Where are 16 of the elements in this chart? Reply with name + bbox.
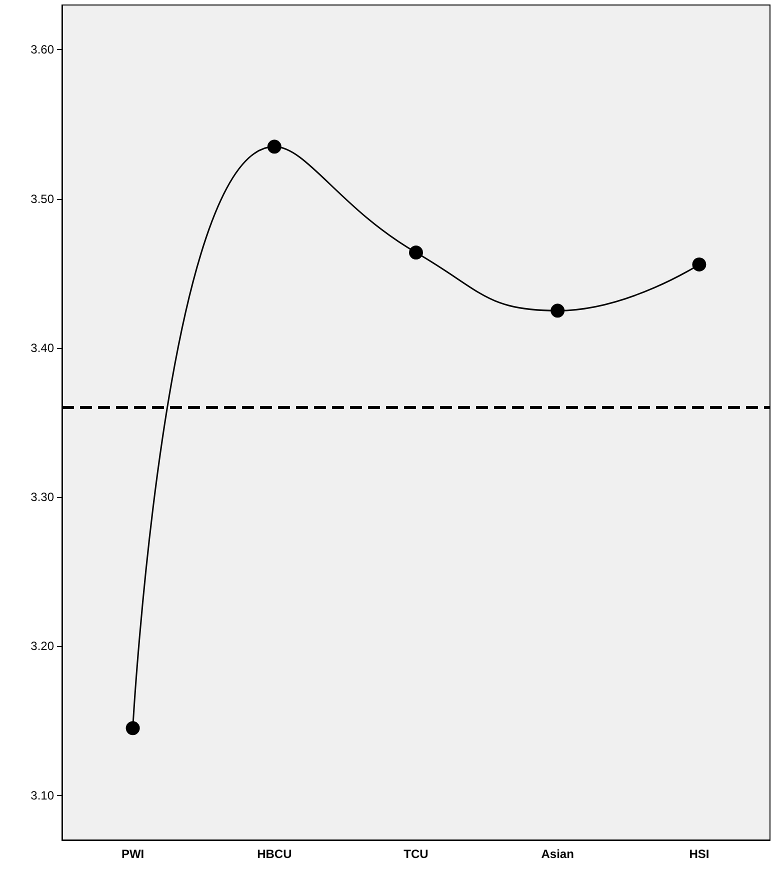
point (267, 140, 282, 154)
x-tick-label: TCU (404, 847, 428, 861)
point (409, 246, 423, 260)
y-tick-label: 3.50 (30, 192, 54, 206)
point (126, 721, 140, 736)
y-tick-label: 3.30 (30, 490, 54, 504)
y-tick-label: 3.40 (30, 340, 54, 355)
x-tick-label: HSI (689, 847, 710, 861)
point (550, 304, 565, 318)
x-tick-label: HBCU (257, 847, 292, 861)
x-tick-label: Asian (541, 847, 574, 861)
y-tick-label: 3.10 (30, 788, 54, 802)
y-tick-label: 3.60 (30, 42, 54, 57)
y-tick-label: 3.20 (30, 639, 54, 654)
point (692, 257, 706, 272)
x-tick-label: PWI (121, 847, 144, 861)
